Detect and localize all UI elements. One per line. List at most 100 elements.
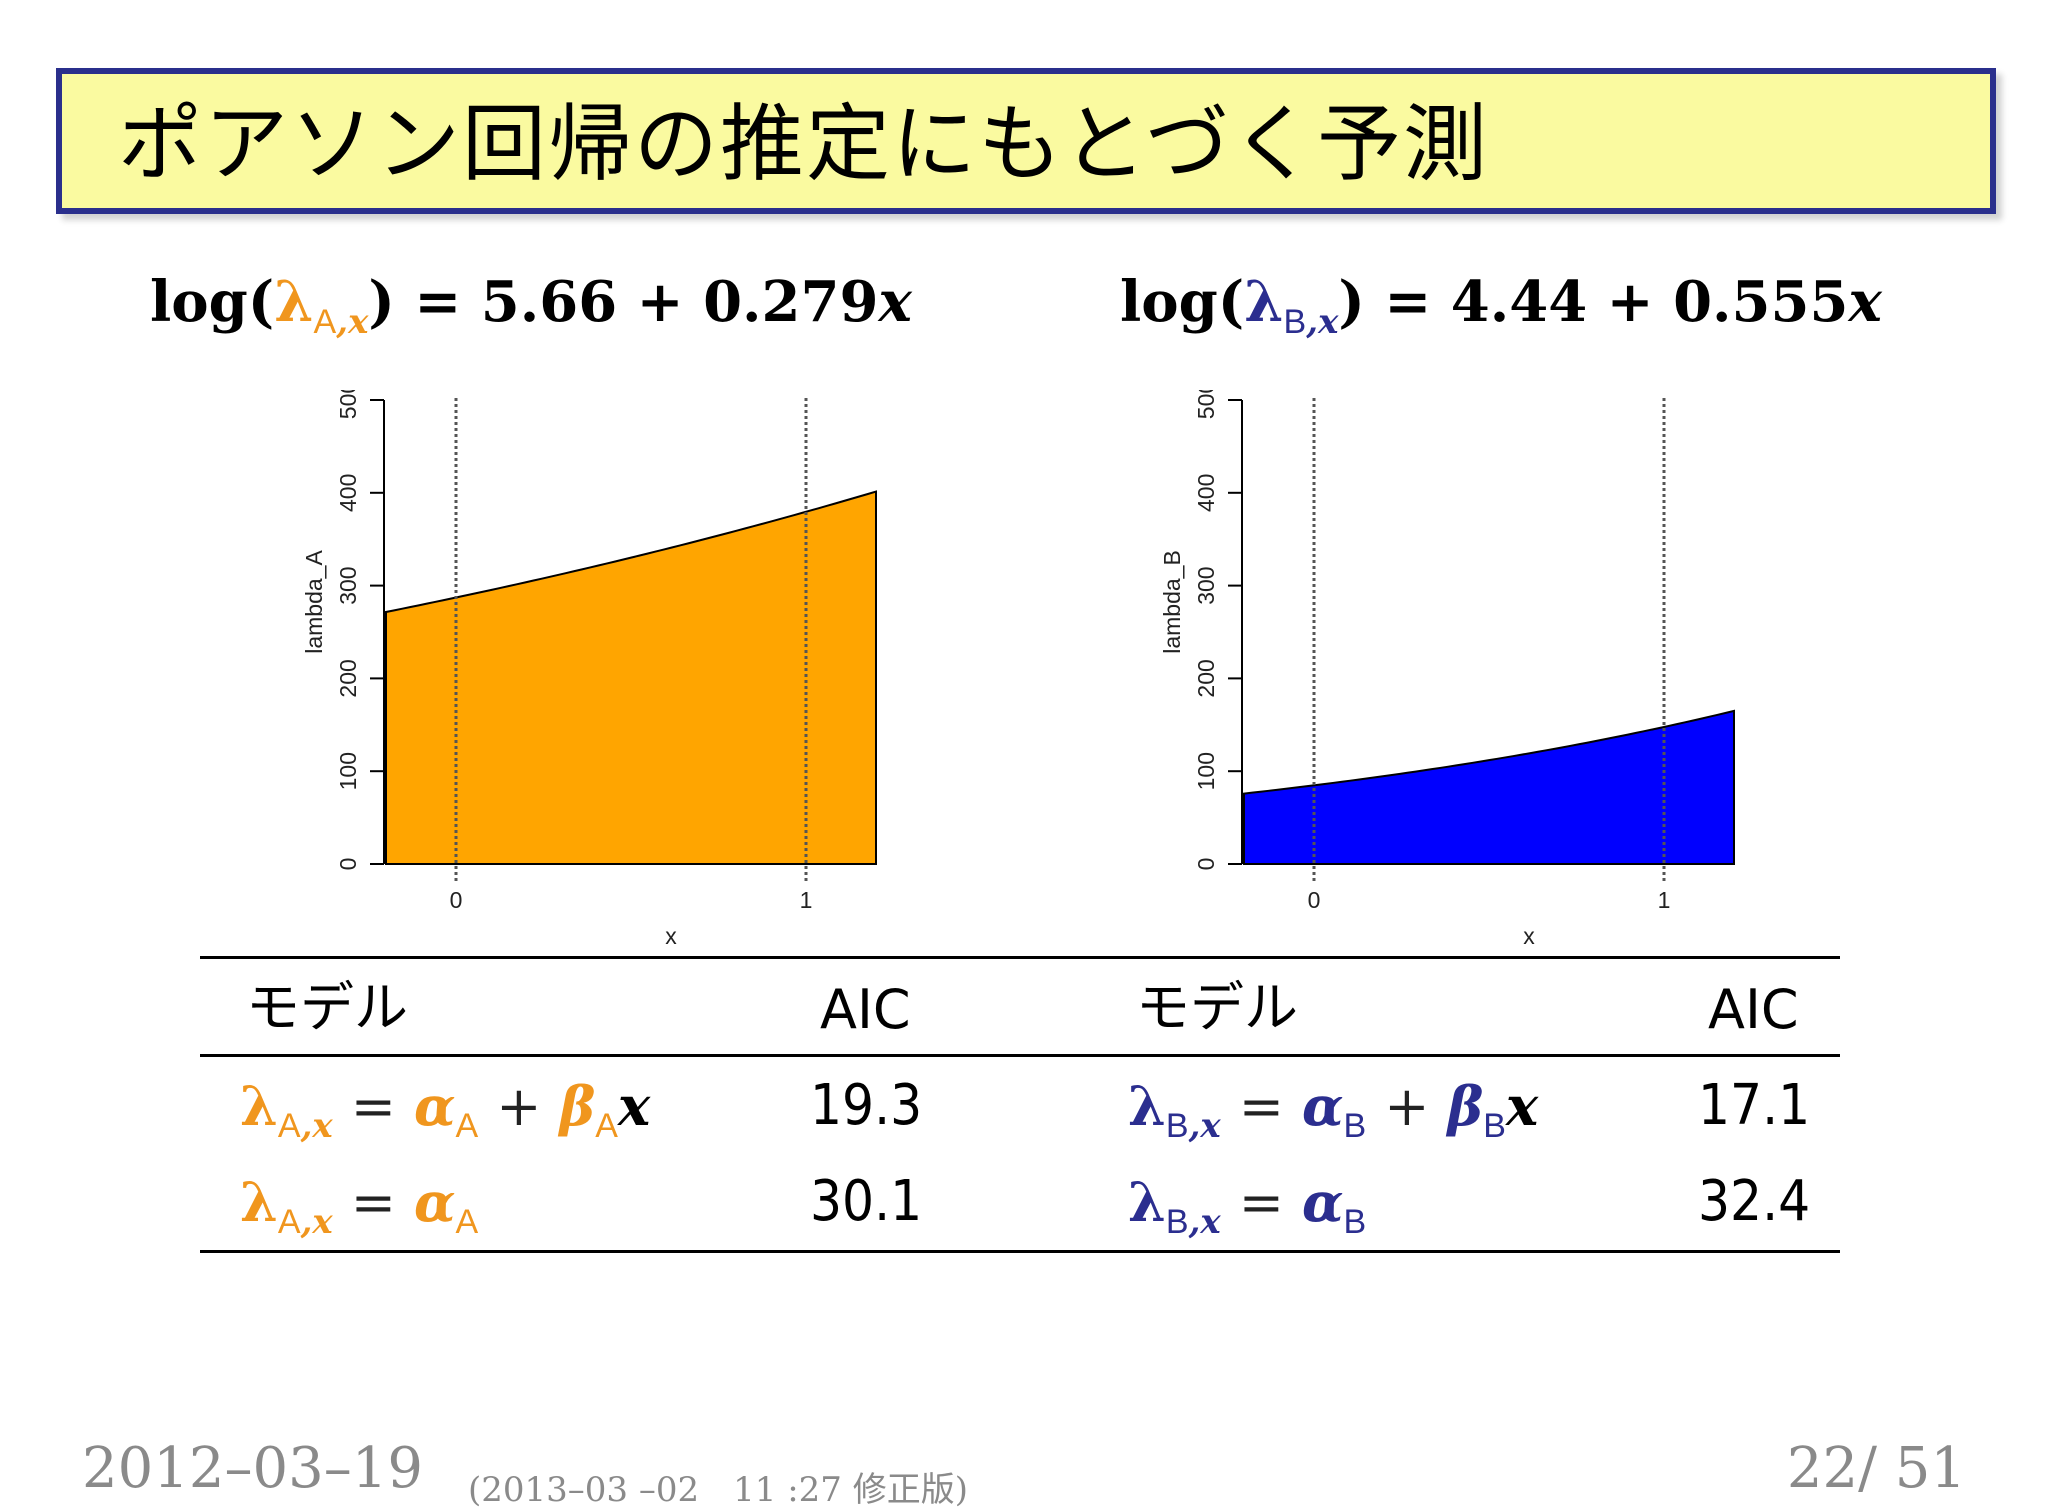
row2-b-sub: B: [1165, 1203, 1189, 1241]
equation-a: log(λA,x) = 5.66 + 0.279x: [150, 262, 912, 342]
chart-a-y-tick-label-3: 300: [335, 566, 361, 604]
chart-b-y-tick-label-1: 100: [1193, 752, 1219, 790]
equation-a-rhs: ) = 5.66 + 0.279: [368, 269, 879, 335]
header-model-b: モデル: [1136, 976, 1298, 1039]
row1-a-beta: β: [559, 1074, 596, 1138]
row1-a-alpha-sub: A: [455, 1107, 479, 1145]
row1-b-alpha: α: [1301, 1074, 1344, 1138]
aic-table: モデル AIC モデル AIC λA,x = αA + βAx 19.3 λB,x = αB…: [200, 956, 1840, 1256]
row2-a-alpha-sub: A: [455, 1203, 479, 1241]
header-aic-b: AIC: [1708, 978, 1799, 1041]
row2-b-lambda: λ: [1128, 1170, 1166, 1234]
chart-lambda-a-svg: 0 100 200 300 400 500 0 1 x lambda_A: [301, 390, 877, 949]
row1-b-plus: +: [1384, 1075, 1430, 1138]
row2-a-sub: A: [277, 1203, 301, 1241]
row2-a-subx: x: [312, 1202, 333, 1242]
table-row-1-formula-a: λA,x = αA + βAx: [240, 1074, 650, 1158]
chart-a-y-axis-label: lambda_A: [301, 550, 327, 654]
table-top-rule: [200, 956, 1840, 959]
row2-b-subx: x: [1200, 1202, 1221, 1242]
row2-a-eq: =: [350, 1171, 396, 1234]
row1-a-alpha: α: [413, 1074, 456, 1138]
table-row-2-formula-a: λA,x = αA: [240, 1170, 478, 1254]
row1-b-subx: x: [1200, 1106, 1221, 1146]
equation-b-func: log(: [1120, 269, 1245, 335]
row2-b-alpha-sub: B: [1343, 1203, 1367, 1241]
row2-a-sep: ,: [300, 1202, 313, 1242]
chart-a-area: [385, 490, 877, 865]
footer-date: 2012–03–19: [82, 1436, 424, 1501]
row1-b-beta-sub: B: [1483, 1107, 1506, 1145]
chart-a-x-axis-label: x: [665, 923, 677, 949]
row1-b-lambda: λ: [1128, 1074, 1166, 1138]
chart-b-y-tick-label-2: 200: [1193, 659, 1219, 697]
chart-b-x-tick-label-1: 1: [1658, 887, 1671, 913]
title-box: ポアソン回帰の推定にもとづく予測: [56, 68, 1996, 214]
table-row-2-formula-b: λB,x = αB: [1128, 1170, 1366, 1254]
equation-b-sub-sep: ,: [1306, 302, 1319, 342]
table-row-1-formula-b: λB,x = αB + βBx: [1128, 1074, 1538, 1158]
row1-a-plus: +: [496, 1075, 542, 1138]
equation-a-lambda: λ: [274, 269, 314, 335]
equation-b-var: x: [1848, 269, 1882, 335]
equation-b-rhs: ) = 4.44 + 0.555: [1338, 269, 1849, 335]
row1-a-eq: =: [350, 1075, 396, 1138]
row1-a-sep: ,: [300, 1106, 313, 1146]
equation-b-sub: B: [1283, 303, 1307, 341]
equation-a-var: x: [878, 269, 912, 335]
row2-b-eq: =: [1238, 1171, 1284, 1234]
equation-a-sub: A: [313, 303, 337, 341]
chart-b-y-tick-label-5: 500: [1193, 390, 1219, 419]
chart-lambda-b-svg: 0 100 200 300 400 500 0 1 x lambda_B: [1159, 390, 1735, 949]
equation-b-sub-var: x: [1318, 302, 1339, 342]
row1-b-alpha-sub: B: [1343, 1107, 1367, 1145]
row1-a-subx: x: [312, 1106, 333, 1146]
chart-a-y-tick-label-1: 100: [335, 752, 361, 790]
table-bottom-rule: [200, 1250, 1840, 1253]
chart-lambda-b: 0 100 200 300 400 500 0 1 x lambda_B: [1148, 390, 1868, 960]
chart-b-y-tick-label-0: 0: [1193, 858, 1219, 871]
row1-a-sub: A: [277, 1107, 301, 1145]
table-row-1-aic-a: 19.3: [810, 1073, 923, 1138]
row2-b-alpha: α: [1301, 1170, 1344, 1234]
table-header-rule: [200, 1054, 1840, 1057]
row1-b-sub: B: [1165, 1107, 1189, 1145]
equation-a-sub-var: x: [348, 302, 369, 342]
equation-b-lambda: λ: [1244, 269, 1284, 335]
row1-b-beta: β: [1447, 1074, 1484, 1138]
footer-page-number: 22/ 51: [1786, 1436, 1966, 1501]
footer-revision: (2013–03 –02 11 :27 修正版): [468, 1470, 968, 1510]
chart-a-y-tick-label-5: 500: [335, 390, 361, 419]
chart-b-y-tick-label-3: 300: [1193, 566, 1219, 604]
equation-a-sub-sep: ,: [336, 302, 349, 342]
chart-a-y-tick-label-4: 400: [335, 474, 361, 512]
row2-b-sep: ,: [1188, 1202, 1201, 1242]
row1-a-beta-sub: A: [595, 1107, 618, 1145]
equation-a-func: log(: [150, 269, 275, 335]
chart-b-x-axis-label: x: [1523, 923, 1535, 949]
row1-b-sep: ,: [1188, 1106, 1201, 1146]
row1-a-var: x: [617, 1074, 651, 1138]
row1-b-eq: =: [1238, 1075, 1284, 1138]
chart-b-x-tick-label-0: 0: [1308, 887, 1321, 913]
chart-a-y-tick-label-0: 0: [335, 858, 361, 871]
row2-a-alpha: α: [413, 1170, 456, 1234]
header-model-a: モデル: [246, 976, 408, 1039]
chart-a-y-tick-label-2: 200: [335, 659, 361, 697]
row1-a-lambda: λ: [240, 1074, 278, 1138]
equation-b: log(λB,x) = 4.44 + 0.555x: [1120, 262, 1882, 342]
chart-b-area: [1243, 709, 1735, 865]
row1-b-var: x: [1505, 1074, 1539, 1138]
table-row-2-aic-a: 30.1: [810, 1169, 923, 1234]
header-aic-a: AIC: [820, 978, 911, 1041]
chart-a-x-tick-label-1: 1: [800, 887, 813, 913]
chart-a-x-tick-label-0: 0: [450, 887, 463, 913]
table-row-2-aic-b: 32.4: [1698, 1169, 1811, 1234]
chart-b-y-axis-label: lambda_B: [1159, 550, 1185, 654]
chart-lambda-a: 0 100 200 300 400 500 0 1 x lambda_A: [290, 390, 1010, 960]
slide-title: ポアソン回帰の推定にもとづく予測: [118, 95, 1489, 193]
chart-b-y-tick-label-4: 400: [1193, 474, 1219, 512]
row2-a-lambda: λ: [240, 1170, 278, 1234]
table-row-1-aic-b: 17.1: [1698, 1073, 1811, 1138]
